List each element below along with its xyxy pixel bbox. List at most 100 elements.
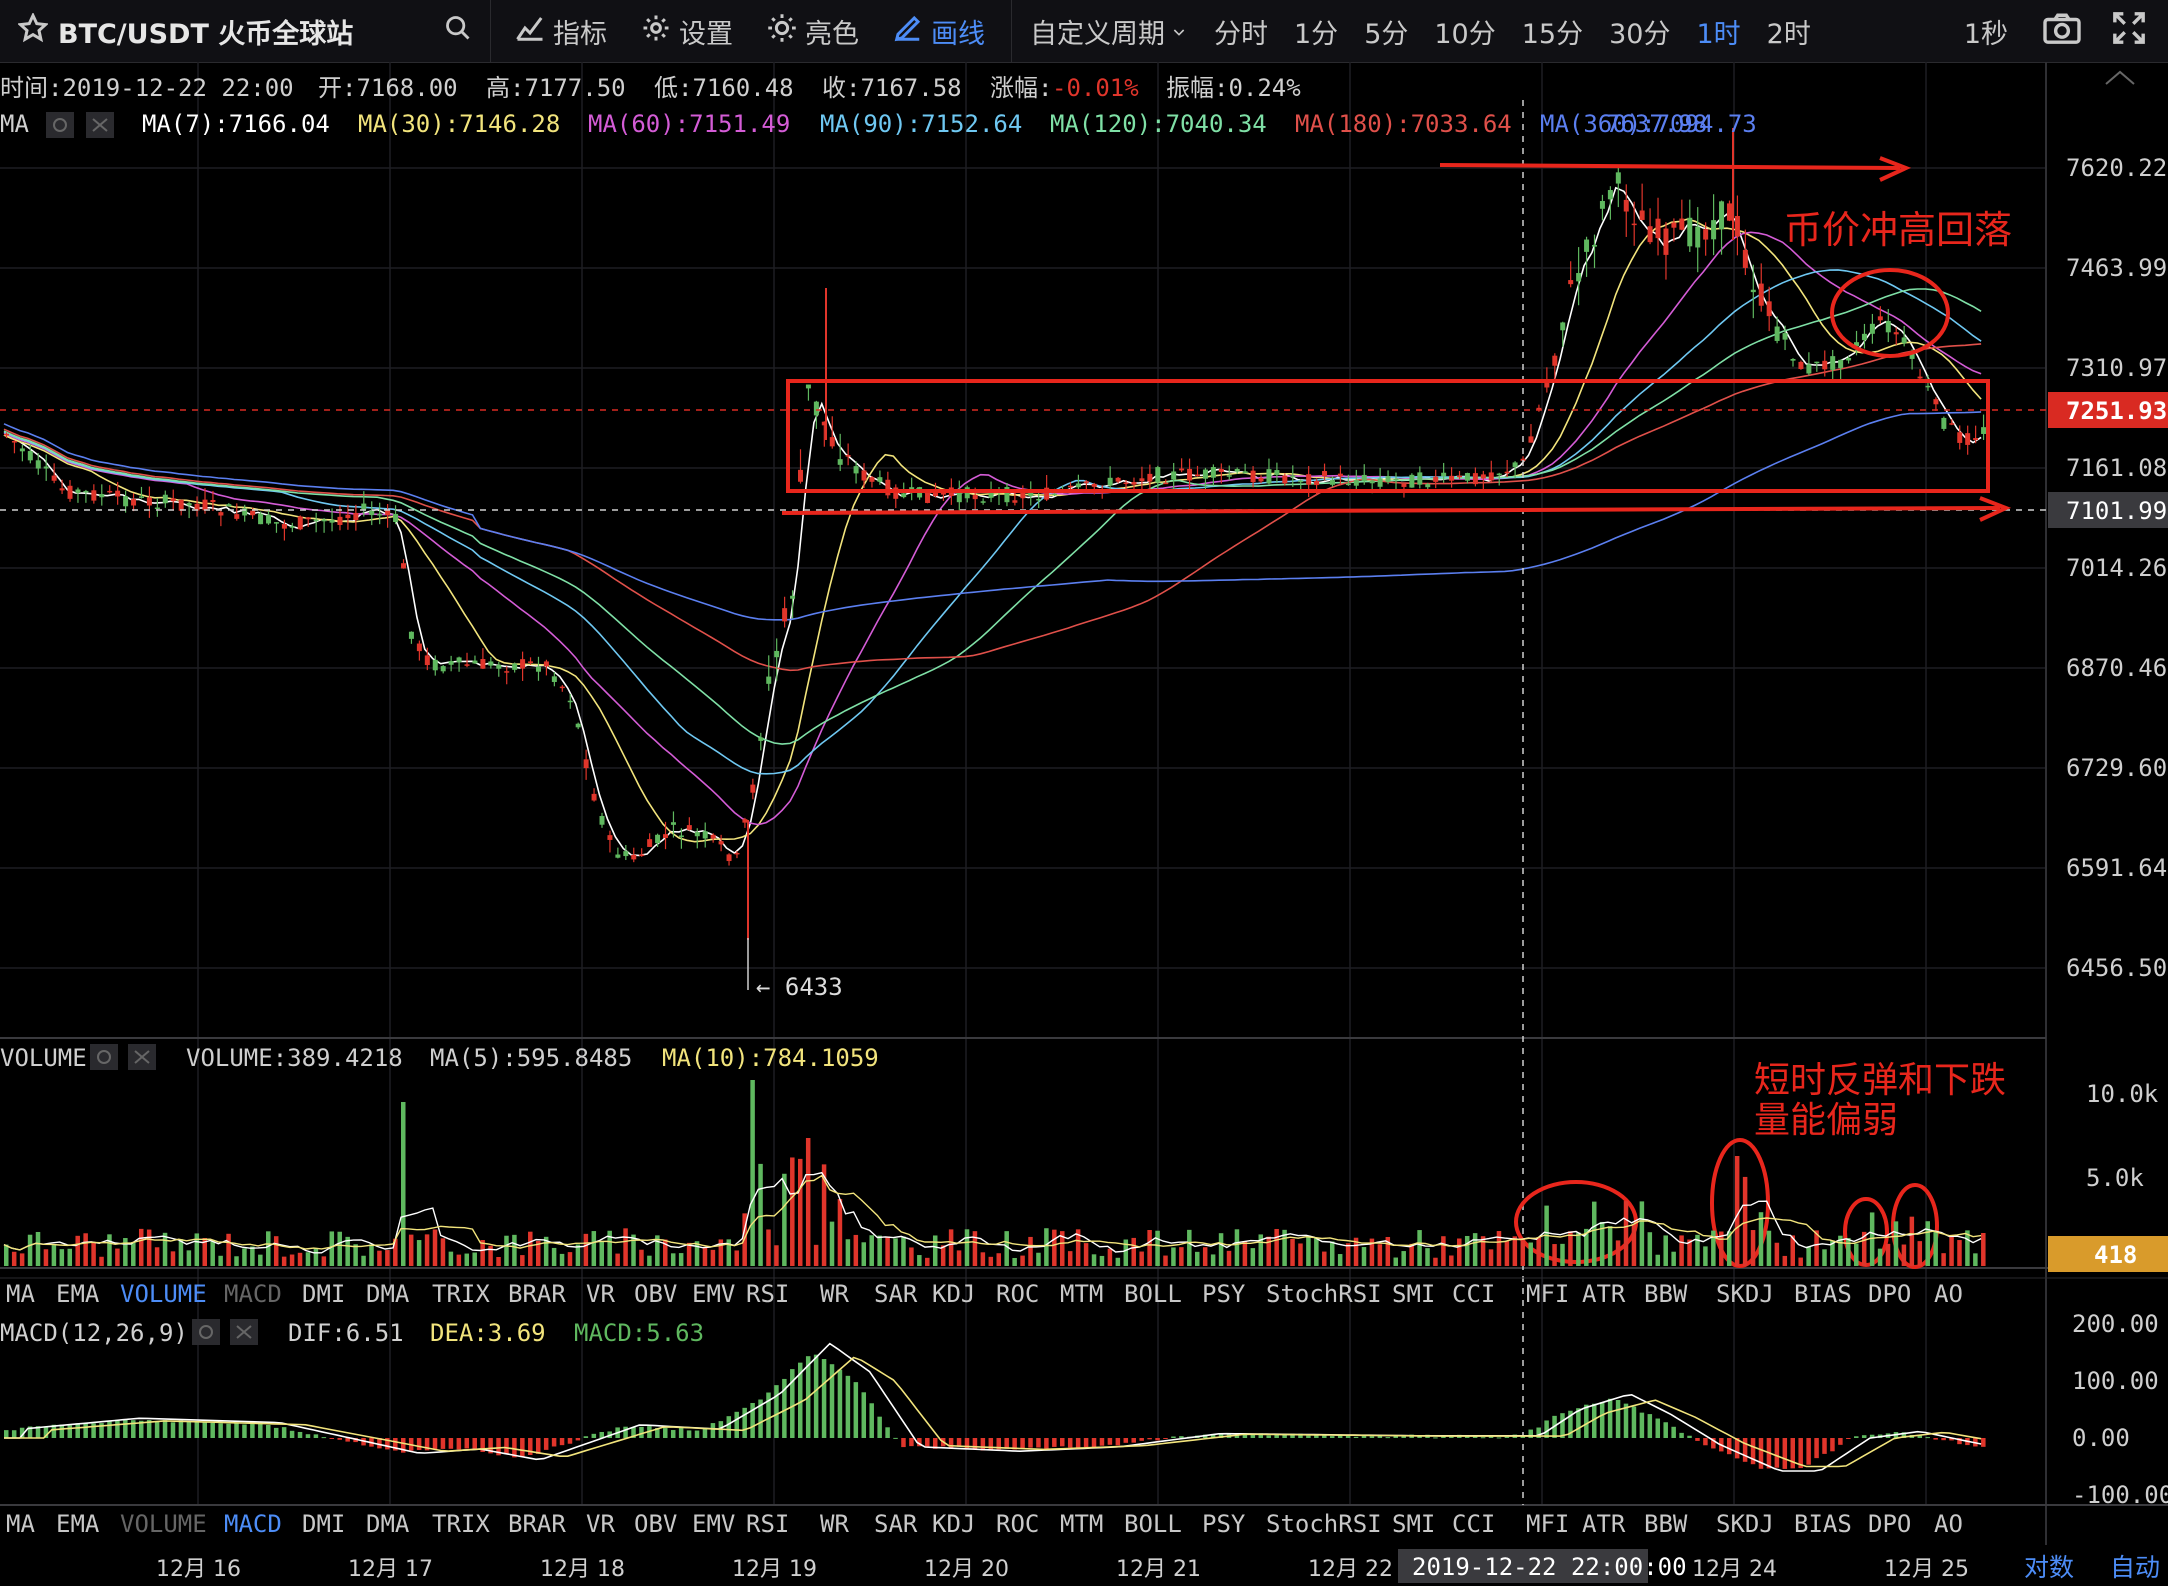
indicator-tab[interactable]: VR — [586, 1280, 615, 1308]
custom-period-dropdown[interactable]: 自定义周期 — [1030, 0, 1187, 62]
indicator-tab[interactable]: MFI — [1526, 1280, 1569, 1308]
indicator-tab[interactable]: BBW — [1644, 1510, 1688, 1538]
macd-legend-close-icon[interactable] — [230, 1319, 258, 1345]
indicator-tab[interactable]: DPO — [1868, 1510, 1911, 1538]
indicator-tab[interactable]: SMI — [1392, 1510, 1435, 1538]
indicator-tab[interactable]: MFI — [1526, 1510, 1569, 1538]
indicator-tab[interactable]: EMV — [692, 1510, 735, 1538]
indicator-tab[interactable]: VR — [586, 1510, 615, 1538]
indicator-tab[interactable]: BIAS — [1794, 1510, 1852, 1538]
screenshot-button[interactable] — [2042, 0, 2082, 62]
indicator-tab[interactable]: StochRSI — [1266, 1280, 1382, 1308]
drawn-circle-volume-4[interactable] — [1891, 1183, 1939, 1269]
indicator-tab[interactable]: DMI — [302, 1510, 345, 1538]
period-option[interactable]: 15分 — [1521, 18, 1584, 50]
indicator-tab[interactable]: EMA — [56, 1510, 100, 1538]
theme-toggle-button[interactable]: 亮色 — [767, 0, 859, 62]
indicator-tab[interactable]: WR — [820, 1280, 849, 1308]
indicator-tab[interactable]: RSI — [746, 1510, 789, 1538]
indicator-tab[interactable]: ROC — [996, 1510, 1039, 1538]
indicator-tab[interactable]: CCI — [1452, 1510, 1495, 1538]
symbol-title[interactable]: BTC/USDT 火币全球站 — [58, 18, 354, 50]
ma-legend-close-icon[interactable] — [86, 112, 114, 138]
indicator-tab[interactable]: BRAR — [508, 1280, 566, 1308]
indicator-tab[interactable]: DMI — [302, 1280, 345, 1308]
candle-body — [1711, 220, 1717, 240]
indicator-tab[interactable]: MA — [6, 1510, 35, 1538]
candle-body — [1282, 475, 1288, 484]
drawn-arrow-support[interactable] — [781, 506, 2001, 515]
indicator-tab[interactable]: MA — [6, 1280, 35, 1308]
period-option[interactable]: 2时 — [1766, 18, 1811, 50]
indicator-tab[interactable]: OBV — [634, 1510, 677, 1538]
indicator-tab[interactable]: BRAR — [508, 1510, 566, 1538]
indicator-tab[interactable]: VOLUME — [120, 1280, 207, 1308]
indicator-tab[interactable]: KDJ — [932, 1510, 975, 1538]
period-option[interactable]: 10分 — [1434, 18, 1496, 50]
indicator-tab[interactable]: TRIX — [432, 1280, 490, 1308]
indicator-tab[interactable]: OBV — [634, 1280, 677, 1308]
indicator-tab[interactable]: PSY — [1202, 1280, 1246, 1308]
period-option[interactable]: 1分 — [1294, 18, 1339, 50]
indicator-tab[interactable]: SAR — [874, 1280, 918, 1308]
indicator-tab[interactable]: MTM — [1060, 1280, 1103, 1308]
period-option[interactable]: 30分 — [1609, 18, 1671, 50]
drawn-circle-peak[interactable] — [1830, 268, 1950, 358]
indicator-tab[interactable]: StochRSI — [1266, 1510, 1382, 1538]
period-option[interactable]: 5分 — [1364, 18, 1409, 50]
user-drawings[interactable] — [781, 156, 2012, 1269]
indicator-tab[interactable]: PSY — [1202, 1510, 1246, 1538]
drawn-circle-volume-1[interactable] — [1514, 1180, 1638, 1264]
indicator-tab[interactable]: MACD — [224, 1510, 282, 1538]
drawn-consolidation-box[interactable] — [786, 379, 1990, 493]
indicator-tab[interactable]: DPO — [1868, 1280, 1911, 1308]
indicator-tab[interactable]: WR — [820, 1510, 849, 1538]
indicator-tab[interactable]: ATR — [1582, 1510, 1626, 1538]
indicator-tab[interactable]: CCI — [1452, 1280, 1495, 1308]
indicator-tab[interactable]: BOLL — [1124, 1280, 1182, 1308]
candle-body — [1329, 480, 1335, 485]
indicator-tab[interactable]: SMI — [1392, 1280, 1435, 1308]
collapse-chevron-icon[interactable] — [2105, 70, 2135, 85]
indicator-tab[interactable]: EMV — [692, 1280, 735, 1308]
indicators-button[interactable]: 指标 — [515, 0, 607, 62]
draw-line-button[interactable]: 画线 — [893, 0, 985, 62]
candle-body — [1353, 480, 1359, 486]
indicator-tab[interactable]: BOLL — [1124, 1510, 1182, 1538]
indicator-tab[interactable]: RSI — [746, 1280, 789, 1308]
indicator-tab[interactable]: SKDJ — [1716, 1280, 1774, 1308]
volume-legend-close-icon[interactable] — [128, 1044, 156, 1070]
log-scale-toggle[interactable]: 对数 — [2024, 1553, 2074, 1582]
volume-legend-gear-icon[interactable] — [90, 1044, 118, 1070]
indicator-tab[interactable]: VOLUME — [120, 1510, 207, 1538]
settings-button[interactable]: 设置 — [641, 0, 733, 62]
indicator-tab[interactable]: AO — [1934, 1280, 1963, 1308]
kline-chart[interactable]: ← 6433 币价冲高回落 短时反弹和下跌 量能偏弱 时间:2019-12-22… — [0, 62, 2168, 1586]
search-icon[interactable] — [444, 14, 472, 49]
candle-body — [766, 676, 772, 684]
indicator-tab[interactable]: MTM — [1060, 1510, 1103, 1538]
indicator-tab[interactable]: ROC — [996, 1280, 1039, 1308]
candle-body — [1758, 283, 1764, 306]
fullscreen-button[interactable] — [2112, 0, 2146, 62]
indicator-tab[interactable]: MACD — [224, 1280, 282, 1308]
favorite-star-icon[interactable] — [17, 11, 49, 50]
indicator-tab[interactable]: DMA — [366, 1280, 410, 1308]
indicator-tab[interactable]: SAR — [874, 1510, 918, 1538]
indicator-tab[interactable]: TRIX — [432, 1510, 490, 1538]
ma-legend-gear-icon[interactable] — [46, 112, 74, 138]
indicator-tab[interactable]: DMA — [366, 1510, 410, 1538]
indicator-tab[interactable]: SKDJ — [1716, 1510, 1774, 1538]
indicator-tab[interactable]: EMA — [56, 1280, 100, 1308]
auto-scale-toggle[interactable]: 自动 — [2110, 1553, 2160, 1582]
macd-legend-gear-icon[interactable] — [192, 1319, 220, 1345]
period-option[interactable]: 分时 — [1214, 18, 1268, 50]
indicator-tab[interactable]: BIAS — [1794, 1280, 1852, 1308]
indicator-tab[interactable]: KDJ — [932, 1280, 975, 1308]
indicator-tab[interactable]: AO — [1934, 1510, 1963, 1538]
indicator-tab[interactable]: ATR — [1582, 1280, 1626, 1308]
indicator-tab[interactable]: BBW — [1644, 1280, 1688, 1308]
period-option[interactable]: 1时 — [1696, 18, 1741, 50]
refresh-interval-button[interactable]: 1秒 — [1964, 0, 2008, 62]
drawn-arrow-top[interactable] — [1439, 163, 1901, 170]
